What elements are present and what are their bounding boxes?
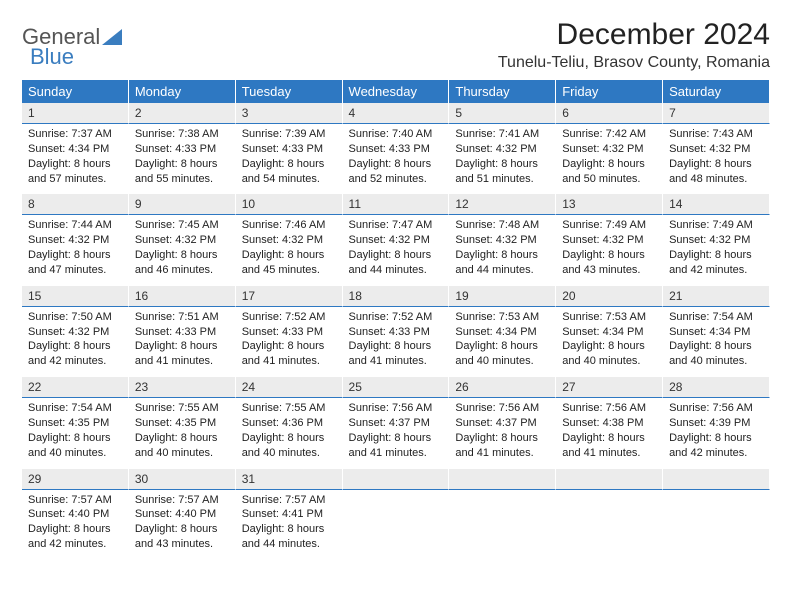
day-number: 24: [236, 377, 343, 398]
day-number-empty: [556, 469, 663, 490]
day-number: 25: [343, 377, 450, 398]
day-content: Sunrise: 7:42 AMSunset: 4:32 PMDaylight:…: [556, 124, 663, 194]
day-number: 13: [556, 194, 663, 215]
day-number: 27: [556, 377, 663, 398]
day-number: 7: [663, 103, 770, 124]
day-content: Sunrise: 7:49 AMSunset: 4:32 PMDaylight:…: [663, 215, 770, 285]
day-number: 14: [663, 194, 770, 215]
day-content: Sunrise: 7:55 AMSunset: 4:35 PMDaylight:…: [129, 398, 236, 468]
day-content: Sunrise: 7:51 AMSunset: 4:33 PMDaylight:…: [129, 307, 236, 377]
day-number: 20: [556, 286, 663, 307]
day-number: 2: [129, 103, 236, 124]
day-number-empty: [343, 469, 450, 490]
page-title: December 2024: [498, 18, 770, 52]
day-content: Sunrise: 7:53 AMSunset: 4:34 PMDaylight:…: [556, 307, 663, 377]
day-number: 12: [449, 194, 556, 215]
location-text: Tunelu-Teliu, Brasov County, Romania: [498, 54, 770, 72]
day-number: 31: [236, 469, 343, 490]
day-content: Sunrise: 7:40 AMSunset: 4:33 PMDaylight:…: [343, 124, 450, 194]
day-content: Sunrise: 7:52 AMSunset: 4:33 PMDaylight:…: [236, 307, 343, 377]
day-content: Sunrise: 7:37 AMSunset: 4:34 PMDaylight:…: [22, 124, 129, 194]
day-content: Sunrise: 7:38 AMSunset: 4:33 PMDaylight:…: [129, 124, 236, 194]
logo-text-blue: Blue: [30, 44, 74, 70]
day-content: Sunrise: 7:49 AMSunset: 4:32 PMDaylight:…: [556, 215, 663, 285]
day-content: Sunrise: 7:43 AMSunset: 4:32 PMDaylight:…: [663, 124, 770, 194]
day-number: 17: [236, 286, 343, 307]
day-number: 15: [22, 286, 129, 307]
header: General December 2024 Tunelu-Teliu, Bras…: [22, 18, 770, 72]
day-content: Sunrise: 7:45 AMSunset: 4:32 PMDaylight:…: [129, 215, 236, 285]
weekday-header: Tuesday: [236, 80, 343, 103]
day-content: Sunrise: 7:57 AMSunset: 4:40 PMDaylight:…: [129, 490, 236, 560]
day-content: Sunrise: 7:57 AMSunset: 4:40 PMDaylight:…: [22, 490, 129, 560]
day-content: Sunrise: 7:54 AMSunset: 4:35 PMDaylight:…: [22, 398, 129, 468]
day-content-empty: [449, 490, 556, 560]
day-number: 16: [129, 286, 236, 307]
day-number: 5: [449, 103, 556, 124]
day-content: Sunrise: 7:56 AMSunset: 4:39 PMDaylight:…: [663, 398, 770, 468]
day-number: 22: [22, 377, 129, 398]
day-content: Sunrise: 7:50 AMSunset: 4:32 PMDaylight:…: [22, 307, 129, 377]
day-number: 4: [343, 103, 450, 124]
weekday-header: Sunday: [22, 80, 129, 103]
day-number: 6: [556, 103, 663, 124]
day-content: Sunrise: 7:56 AMSunset: 4:37 PMDaylight:…: [449, 398, 556, 468]
day-number: 9: [129, 194, 236, 215]
day-number: 18: [343, 286, 450, 307]
day-number: 26: [449, 377, 556, 398]
day-content: Sunrise: 7:56 AMSunset: 4:37 PMDaylight:…: [343, 398, 450, 468]
day-number: 1: [22, 103, 129, 124]
day-number-empty: [449, 469, 556, 490]
day-content: Sunrise: 7:56 AMSunset: 4:38 PMDaylight:…: [556, 398, 663, 468]
weekday-header: Monday: [129, 80, 236, 103]
logo-triangle-icon: [102, 29, 122, 45]
weekday-header: Wednesday: [343, 80, 450, 103]
day-content: Sunrise: 7:41 AMSunset: 4:32 PMDaylight:…: [449, 124, 556, 194]
day-content: Sunrise: 7:39 AMSunset: 4:33 PMDaylight:…: [236, 124, 343, 194]
day-number: 21: [663, 286, 770, 307]
day-content: Sunrise: 7:53 AMSunset: 4:34 PMDaylight:…: [449, 307, 556, 377]
day-number: 10: [236, 194, 343, 215]
day-number: 19: [449, 286, 556, 307]
day-content-empty: [663, 490, 770, 560]
day-content: Sunrise: 7:52 AMSunset: 4:33 PMDaylight:…: [343, 307, 450, 377]
day-content: Sunrise: 7:57 AMSunset: 4:41 PMDaylight:…: [236, 490, 343, 560]
title-block: December 2024 Tunelu-Teliu, Brasov Count…: [498, 18, 770, 72]
weekday-header: Friday: [556, 80, 663, 103]
day-content-empty: [343, 490, 450, 560]
weekday-header: Thursday: [449, 80, 556, 103]
weekday-header: Saturday: [663, 80, 770, 103]
calendar: SundayMondayTuesdayWednesdayThursdayFrid…: [22, 80, 770, 560]
day-number: 8: [22, 194, 129, 215]
day-content-empty: [556, 490, 663, 560]
day-content: Sunrise: 7:54 AMSunset: 4:34 PMDaylight:…: [663, 307, 770, 377]
day-content: Sunrise: 7:47 AMSunset: 4:32 PMDaylight:…: [343, 215, 450, 285]
day-content: Sunrise: 7:46 AMSunset: 4:32 PMDaylight:…: [236, 215, 343, 285]
day-number: 30: [129, 469, 236, 490]
day-number-empty: [663, 469, 770, 490]
day-number: 3: [236, 103, 343, 124]
day-content: Sunrise: 7:48 AMSunset: 4:32 PMDaylight:…: [449, 215, 556, 285]
day-content: Sunrise: 7:44 AMSunset: 4:32 PMDaylight:…: [22, 215, 129, 285]
day-number: 11: [343, 194, 450, 215]
day-number: 23: [129, 377, 236, 398]
day-number: 29: [22, 469, 129, 490]
day-content: Sunrise: 7:55 AMSunset: 4:36 PMDaylight:…: [236, 398, 343, 468]
day-number: 28: [663, 377, 770, 398]
